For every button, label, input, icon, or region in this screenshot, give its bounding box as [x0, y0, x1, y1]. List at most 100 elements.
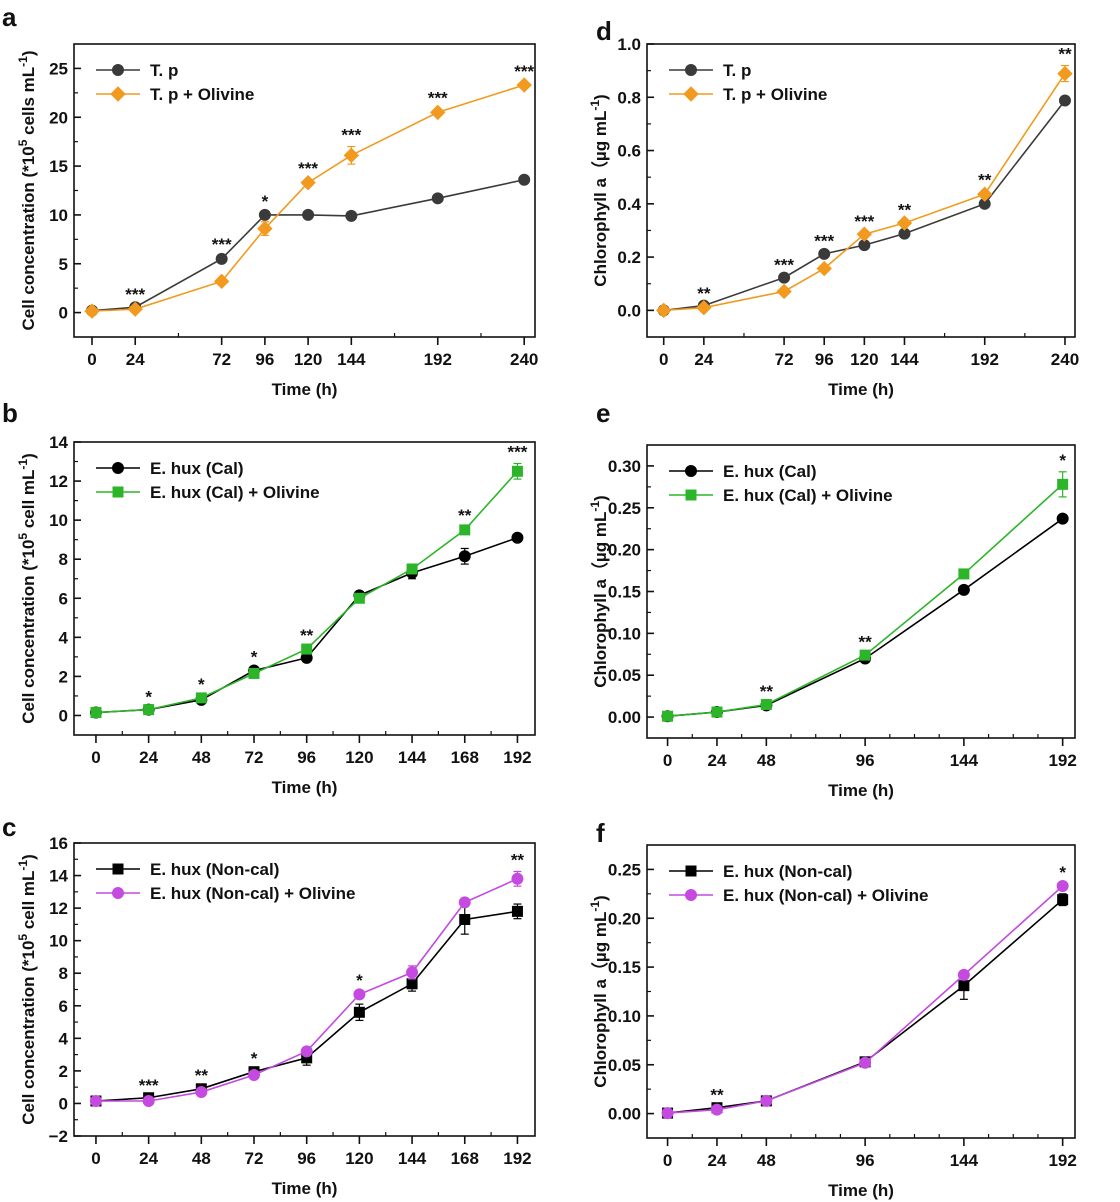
y-tick-label: 8 — [59, 964, 68, 983]
data-point-circle — [353, 988, 366, 1001]
y-tick-label: 0 — [59, 1094, 68, 1113]
y-axis-title-part: Cell concentration (*10 — [19, 540, 38, 724]
data-point-circle — [511, 872, 524, 885]
x-tick-label: 96 — [255, 350, 274, 369]
y-tick-label: 2 — [59, 1062, 68, 1081]
data-point-square — [301, 643, 313, 655]
panel-d: d 0.0 0.2 0.4 0.6 0.8 1.0 0 24 72 96 120 144 192 240 Ti… — [588, 16, 1079, 399]
x-tick-label: 0 — [663, 751, 672, 770]
significance-label: *** — [298, 159, 318, 178]
x-tick-label: 144 — [398, 748, 427, 767]
data-point-diamond — [84, 303, 100, 319]
data-point-circle — [518, 173, 531, 186]
x-tick-label: 144 — [890, 350, 919, 369]
data-point-circle — [957, 968, 970, 981]
panel-f: f 0.00 0.05 0.10 0.15 0.20 0.25 0 24 48 96 144 192 Ti… — [588, 818, 1077, 1200]
data-point-circle — [302, 208, 315, 221]
data-point-circle — [458, 550, 471, 563]
legend-label: T. p — [723, 61, 751, 80]
legend-marker-circle — [112, 887, 124, 899]
y-tick-label: 10 — [49, 511, 68, 530]
legend-marker-circle — [112, 64, 124, 76]
legend-label: T. p — [150, 61, 178, 80]
series-0 — [662, 893, 1069, 1119]
y-tick-label: 0.05 — [608, 1056, 641, 1075]
y-axis-title-superscript: -1 — [16, 56, 30, 67]
y-tick-label: 0.15 — [608, 583, 641, 602]
y-tick-label: −2 — [49, 1127, 68, 1146]
legend-label: E. hux (Non-cal) + Olivine — [150, 884, 355, 903]
y-tick-label: 14 — [49, 433, 68, 452]
y-axis-title-superscript: -1 — [588, 100, 602, 111]
data-point-square — [143, 704, 155, 716]
significance-label: *** — [341, 126, 361, 145]
data-point-circle — [1056, 880, 1069, 893]
y-axis-title-part: ) — [19, 453, 38, 459]
significance-label: *** — [428, 88, 448, 107]
y-tick-label: 0.4 — [617, 195, 641, 214]
data-point-square — [760, 699, 772, 711]
significance-label: * — [251, 648, 258, 667]
y-tick-label: 0.25 — [608, 860, 641, 879]
significance-label: * — [198, 675, 205, 694]
data-point-circle — [458, 896, 471, 909]
x-tick-label: 120 — [345, 748, 373, 767]
x-tick-label: 96 — [856, 1151, 875, 1170]
y-tick-label: 0.0 — [617, 301, 641, 320]
legend-item: T. p — [96, 61, 178, 80]
x-tick-label: 96 — [297, 1149, 316, 1168]
series-1 — [84, 77, 532, 319]
legend-item: E. hux (Non-cal) — [96, 860, 279, 879]
y-axis-title-superscript: 5 — [16, 139, 30, 146]
data-point-diamond — [127, 301, 143, 317]
significance-label: ** — [697, 284, 711, 303]
y-axis-title: Cell concentration (*105 cell mL-1) — [16, 854, 38, 1125]
y-tick-label: 16 — [49, 834, 68, 853]
panel-letter: f — [596, 818, 605, 848]
data-point-circle — [1056, 512, 1069, 525]
y-tick-label: 20 — [49, 108, 68, 127]
data-point-diamond — [430, 104, 446, 121]
x-tick-label: 24 — [139, 748, 158, 767]
y-axis-title-part: ) — [591, 895, 610, 901]
series-line — [663, 73, 1066, 312]
x-tick-label: 0 — [663, 1151, 672, 1170]
x-tick-label: 72 — [245, 1149, 264, 1168]
x-tick-label: 48 — [192, 1149, 211, 1168]
panel-letter: d — [596, 16, 612, 46]
y-tick-label: 8 — [59, 550, 68, 569]
data-point-diamond — [816, 260, 832, 277]
significance-label: * — [1059, 863, 1066, 882]
data-point-circle — [511, 531, 524, 544]
significance-label: * — [262, 192, 269, 211]
plot-frame — [73, 441, 536, 736]
x-tick-label: 96 — [815, 350, 834, 369]
legend-item: E. hux (Cal) + Olivine — [669, 486, 893, 505]
data-point-square — [1057, 894, 1069, 906]
data-point-circle — [818, 247, 831, 260]
data-point-square — [195, 692, 207, 704]
x-axis-title: Time (h) — [828, 1181, 894, 1200]
data-point-diamond — [257, 220, 273, 237]
y-tick-label: 0.20 — [608, 541, 641, 560]
y-tick-label: 0.00 — [608, 708, 641, 727]
legend-item: E. hux (Cal) — [96, 459, 244, 478]
data-point-diamond — [343, 147, 360, 164]
legend-marker-square — [112, 863, 124, 875]
x-tick-label: 48 — [757, 1151, 776, 1170]
data-point-circle — [142, 1095, 155, 1108]
data-point-circle — [258, 208, 271, 221]
data-point-square — [406, 978, 418, 990]
series-line — [667, 518, 1064, 718]
panel-letter: c — [2, 812, 16, 842]
panel-a: a 0 5 10 15 20 25 0 24 72 96 120 144 192 240 Time (h) Ce… — [2, 2, 538, 399]
x-tick-label: 0 — [91, 1149, 100, 1168]
data-point-square — [459, 914, 471, 926]
series-line — [663, 99, 1066, 312]
series-line — [95, 878, 518, 1102]
significance-label: ** — [710, 1086, 724, 1105]
legend-marker-circle — [685, 889, 697, 901]
data-point-square — [353, 1006, 365, 1018]
series-0 — [657, 94, 1071, 317]
